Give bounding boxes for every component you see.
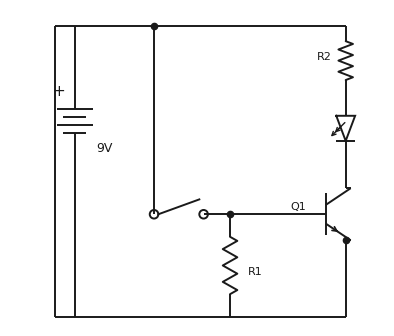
Text: Q1: Q1	[290, 202, 306, 212]
Text: 9V: 9V	[96, 142, 113, 155]
Text: +: +	[52, 84, 65, 98]
Text: R1: R1	[248, 267, 263, 277]
Text: R2: R2	[317, 52, 332, 62]
